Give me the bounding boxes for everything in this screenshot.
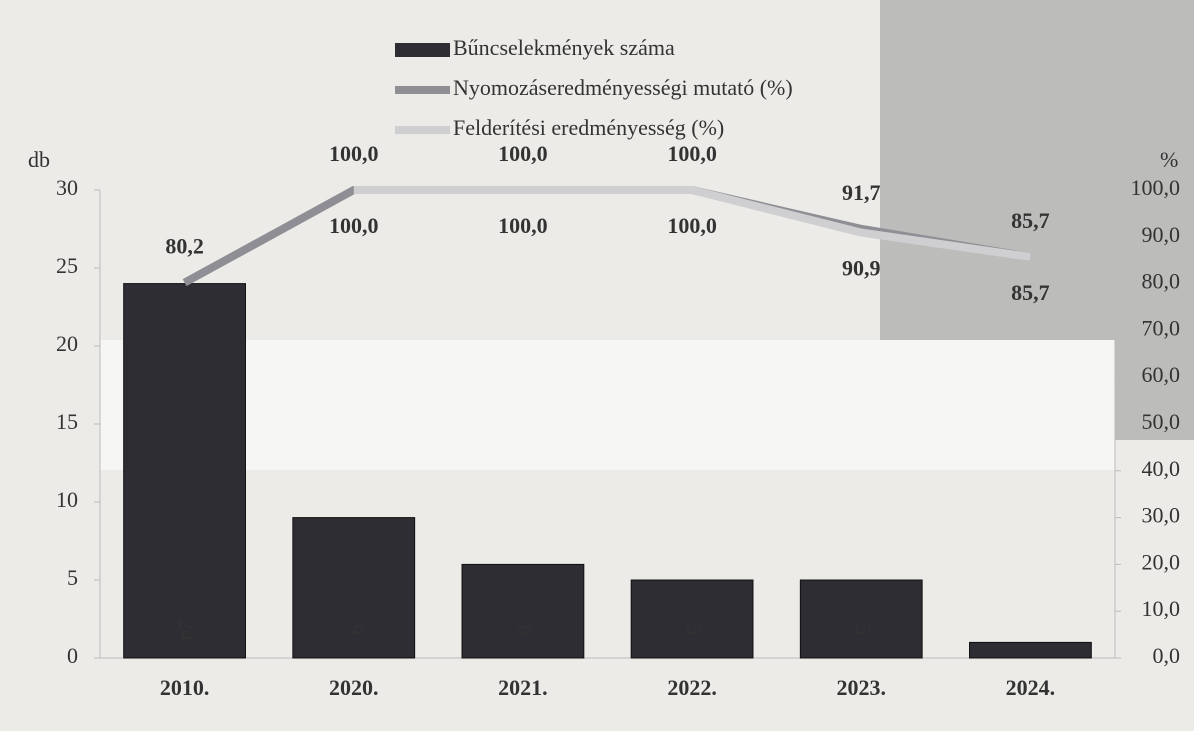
- line-value-label: 91,7: [842, 180, 881, 205]
- line-value-label: 100,0: [667, 141, 717, 166]
- y2-tick-label: 10,0: [1142, 596, 1181, 621]
- bar-value-label: 5: [682, 625, 707, 636]
- photo-building: [100, 340, 1115, 470]
- bar: [461, 563, 585, 659]
- x-tick-label: 2021.: [498, 675, 548, 700]
- y-tick-label: 30: [56, 175, 78, 200]
- y-tick-label: 10: [56, 487, 78, 512]
- line-value-label: 100,0: [329, 213, 379, 238]
- y-tick-label: 5: [67, 565, 78, 590]
- line-value-label: 100,0: [667, 213, 717, 238]
- y2-tick-label: 90,0: [1142, 222, 1181, 247]
- y2-tick-label: 0,0: [1153, 643, 1181, 668]
- bar-value-label: 6: [513, 625, 538, 636]
- legend-label: Nyomozáseredményességi mutató (%): [453, 75, 793, 100]
- line-value-label: 85,7: [1011, 208, 1050, 233]
- y2-tick-label: 40,0: [1142, 456, 1181, 481]
- line-value-label: 100,0: [498, 213, 548, 238]
- y-tick-label: 15: [56, 409, 78, 434]
- legend-label: Felderítési eredményesség (%): [453, 115, 724, 140]
- y2-tick-label: 100,0: [1131, 175, 1181, 200]
- bar-value-label: 5: [851, 625, 876, 636]
- y-tick-label: 25: [56, 253, 78, 278]
- line-value-label: 80,2: [165, 234, 204, 259]
- line-value-label: 90,9: [842, 256, 881, 281]
- x-tick-label: 2010.: [160, 675, 210, 700]
- x-tick-label: 2023.: [837, 675, 887, 700]
- y-axis-label: db: [28, 147, 50, 172]
- line: [353, 186, 1031, 261]
- y2-axis-label: %: [1160, 147, 1178, 172]
- bar-value-label: 9: [344, 625, 369, 636]
- bar: [292, 517, 416, 659]
- y2-tick-label: 20,0: [1142, 549, 1181, 574]
- x-tick-label: 2022.: [667, 675, 717, 700]
- legend-label: Bűncselekmények száma: [453, 35, 675, 60]
- legend-swatch: [395, 43, 450, 57]
- x-tick-label: 2024.: [1006, 675, 1056, 700]
- y-tick-label: 20: [56, 331, 78, 356]
- bar-value-label: 24: [175, 619, 200, 641]
- line-value-label: 85,7: [1011, 280, 1050, 305]
- y2-tick-label: 60,0: [1142, 362, 1181, 387]
- bar: [969, 641, 1092, 659]
- x-tick-label: 2020.: [329, 675, 379, 700]
- y2-tick-label: 50,0: [1142, 409, 1181, 434]
- bar: [799, 579, 923, 659]
- line-value-label: 100,0: [329, 141, 379, 166]
- bar: [630, 579, 754, 659]
- y2-tick-label: 70,0: [1142, 315, 1181, 340]
- line-value-label: 100,0: [498, 141, 548, 166]
- bar: [123, 283, 246, 659]
- y-tick-label: 0: [67, 643, 78, 668]
- y2-tick-label: 30,0: [1142, 503, 1181, 528]
- y2-tick-label: 80,0: [1142, 269, 1181, 294]
